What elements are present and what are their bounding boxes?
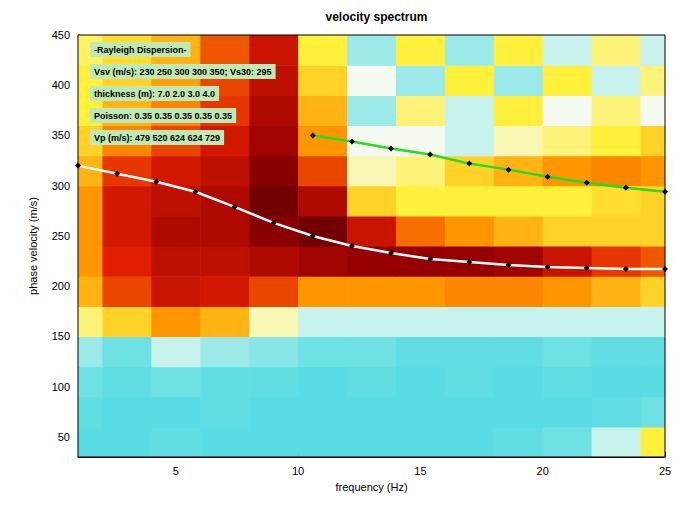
svg-text:50: 50 xyxy=(58,431,70,443)
svg-text:5: 5 xyxy=(173,465,179,477)
svg-text:200: 200 xyxy=(52,280,70,292)
svg-text:100: 100 xyxy=(52,381,70,393)
svg-text:450: 450 xyxy=(52,29,70,41)
svg-text:300: 300 xyxy=(52,180,70,192)
svg-text:250: 250 xyxy=(52,230,70,242)
svg-text:Vsv (m/s): 230 250 300 300 350: Vsv (m/s): 230 250 300 300 350; Vs30: 29… xyxy=(94,67,272,77)
svg-text:150: 150 xyxy=(52,330,70,342)
svg-text:10: 10 xyxy=(292,465,304,477)
svg-text:frequency (Hz): frequency (Hz) xyxy=(335,481,407,493)
svg-text:Vp (m/s): 479 520 624 624 729: Vp (m/s): 479 520 624 624 729 xyxy=(94,133,220,143)
svg-text:phase velocity (m/s): phase velocity (m/s) xyxy=(27,197,39,295)
svg-text:Poisson: 0.35 0.35 0.35 0.35 0: Poisson: 0.35 0.35 0.35 0.35 0.35 xyxy=(94,111,232,121)
svg-text:20: 20 xyxy=(537,465,549,477)
svg-text:15: 15 xyxy=(414,465,426,477)
svg-text:400: 400 xyxy=(52,79,70,91)
svg-text:350: 350 xyxy=(52,129,70,141)
svg-text:velocity spectrum: velocity spectrum xyxy=(325,10,427,24)
svg-text:thickness (m): 7.0 2.0 3.0 4.0: thickness (m): 7.0 2.0 3.0 4.0 xyxy=(94,89,215,99)
svg-text:25: 25 xyxy=(659,465,671,477)
svg-text:-Rayleigh Dispersion-: -Rayleigh Dispersion- xyxy=(94,45,187,55)
